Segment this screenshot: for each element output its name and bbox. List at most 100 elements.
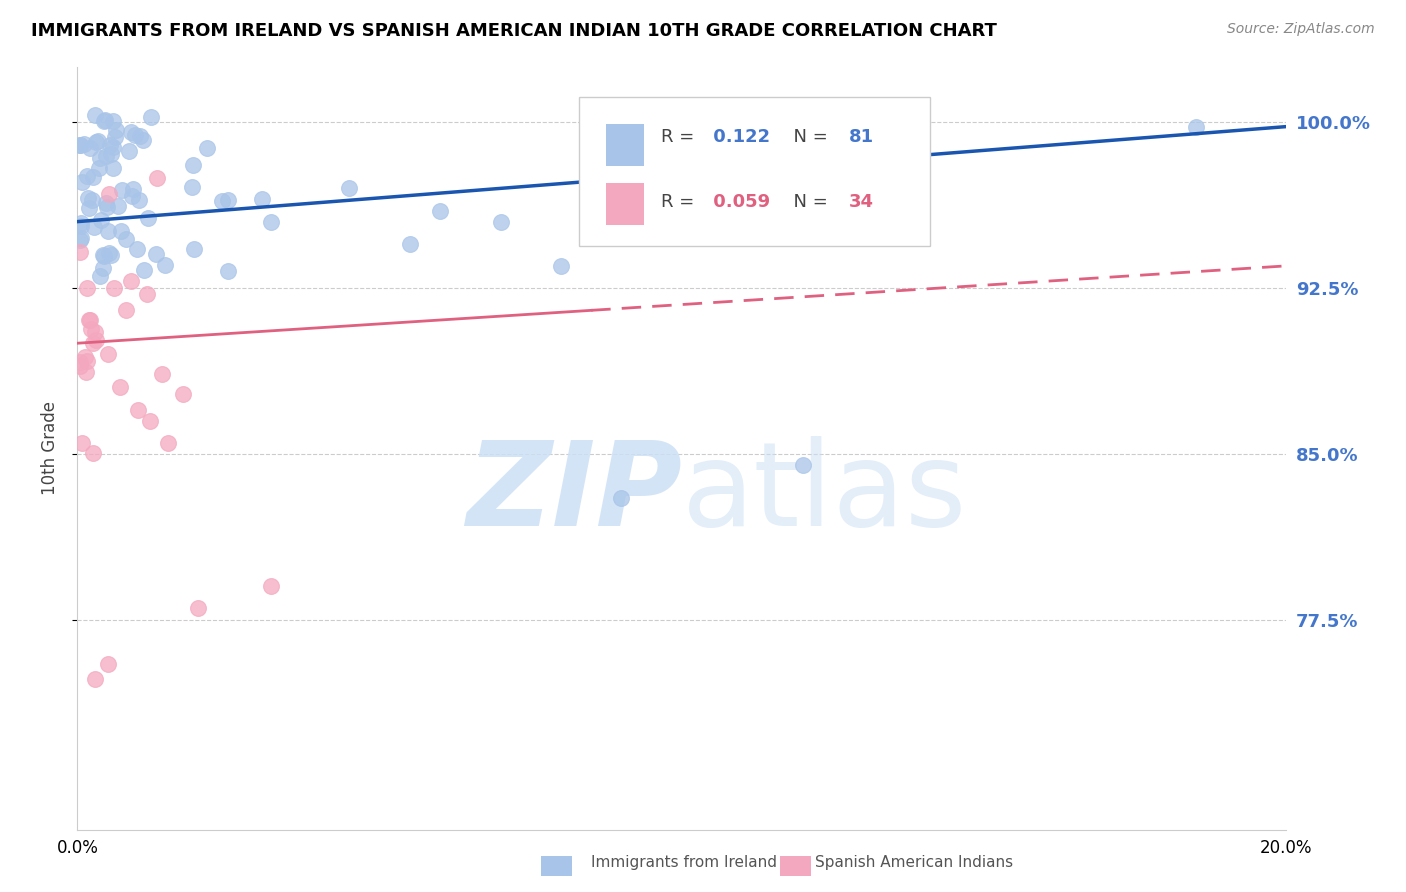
Point xyxy=(110,224,132,238)
Text: N =: N = xyxy=(782,128,834,146)
Point xyxy=(69,355,91,369)
Text: IMMIGRANTS FROM IRELAND VS SPANISH AMERICAN INDIAN 10TH GRADE CORRELATION CHART: IMMIGRANTS FROM IRELAND VS SPANISH AMERI… xyxy=(31,22,997,40)
Point xyxy=(429,203,451,218)
Point xyxy=(183,243,205,257)
Text: N =: N = xyxy=(782,193,834,211)
Point xyxy=(111,183,134,197)
Point xyxy=(91,260,114,275)
Point xyxy=(118,144,141,158)
Point xyxy=(792,458,814,472)
Point xyxy=(101,161,124,175)
Point xyxy=(489,214,512,228)
Bar xyxy=(606,124,644,166)
Point xyxy=(136,287,159,301)
Point xyxy=(96,149,118,163)
Point xyxy=(128,129,150,144)
Point xyxy=(260,579,283,593)
Point xyxy=(115,232,138,246)
Point xyxy=(80,322,103,336)
Point xyxy=(128,193,150,207)
Point xyxy=(77,201,100,215)
Text: Spanish American Indians: Spanish American Indians xyxy=(815,855,1014,870)
Point xyxy=(76,354,98,368)
Point xyxy=(172,387,194,401)
Point xyxy=(76,169,98,183)
Text: R =: R = xyxy=(661,193,700,211)
FancyBboxPatch shape xyxy=(579,97,929,246)
Point xyxy=(97,224,120,238)
Point xyxy=(89,268,111,283)
Point xyxy=(96,657,118,671)
Point xyxy=(69,359,91,373)
Point xyxy=(75,365,97,379)
Point xyxy=(155,259,177,273)
Text: Source: ZipAtlas.com: Source: ZipAtlas.com xyxy=(1227,22,1375,37)
Text: 81: 81 xyxy=(849,128,875,146)
Point xyxy=(145,247,167,261)
Point xyxy=(89,213,111,227)
Text: atlas: atlas xyxy=(682,436,967,551)
Point xyxy=(103,281,125,295)
Point xyxy=(73,137,96,152)
Point xyxy=(550,259,572,273)
Point xyxy=(127,402,149,417)
Point xyxy=(157,435,180,450)
Point xyxy=(79,313,101,327)
Point xyxy=(218,193,240,207)
Point xyxy=(87,134,110,148)
Point xyxy=(70,175,93,189)
Point xyxy=(69,216,91,230)
Point xyxy=(84,108,107,122)
Text: 0.059: 0.059 xyxy=(707,193,770,211)
Point xyxy=(98,137,121,152)
Point xyxy=(122,181,145,195)
Point xyxy=(104,130,127,145)
Text: Immigrants from Ireland: Immigrants from Ireland xyxy=(591,855,776,870)
Point xyxy=(100,147,122,161)
Point xyxy=(69,244,91,259)
Point xyxy=(150,367,173,381)
Point xyxy=(131,132,153,146)
Point xyxy=(121,189,143,203)
Point xyxy=(108,380,131,394)
Point xyxy=(114,303,136,318)
Point xyxy=(76,281,98,295)
Point xyxy=(217,264,239,278)
Point xyxy=(70,219,93,233)
Text: R =: R = xyxy=(661,128,700,146)
Point xyxy=(84,325,107,339)
Point xyxy=(103,140,125,154)
Point xyxy=(187,601,209,615)
Point xyxy=(337,181,360,195)
Point xyxy=(69,137,91,152)
Point xyxy=(94,113,117,128)
Point xyxy=(146,170,169,185)
Point xyxy=(83,220,105,235)
Point xyxy=(89,161,111,175)
Point xyxy=(120,125,142,139)
Point xyxy=(136,211,159,225)
Point xyxy=(120,274,142,288)
Point xyxy=(260,214,283,228)
Point xyxy=(93,249,115,263)
Point xyxy=(139,414,162,428)
Point xyxy=(84,135,107,149)
Point xyxy=(96,195,118,210)
Point xyxy=(79,313,101,327)
Point xyxy=(91,248,114,262)
Point xyxy=(610,491,633,505)
Point xyxy=(98,187,121,202)
Point xyxy=(79,141,101,155)
Point xyxy=(180,180,202,194)
Point xyxy=(127,242,149,256)
Bar xyxy=(606,183,644,225)
Text: ZIP: ZIP xyxy=(465,436,682,551)
Point xyxy=(97,245,120,260)
Point xyxy=(124,128,146,142)
Point xyxy=(82,170,104,185)
Point xyxy=(84,672,107,686)
Point xyxy=(96,200,118,214)
Point xyxy=(100,248,122,262)
Point xyxy=(70,231,93,245)
Point xyxy=(89,151,111,165)
